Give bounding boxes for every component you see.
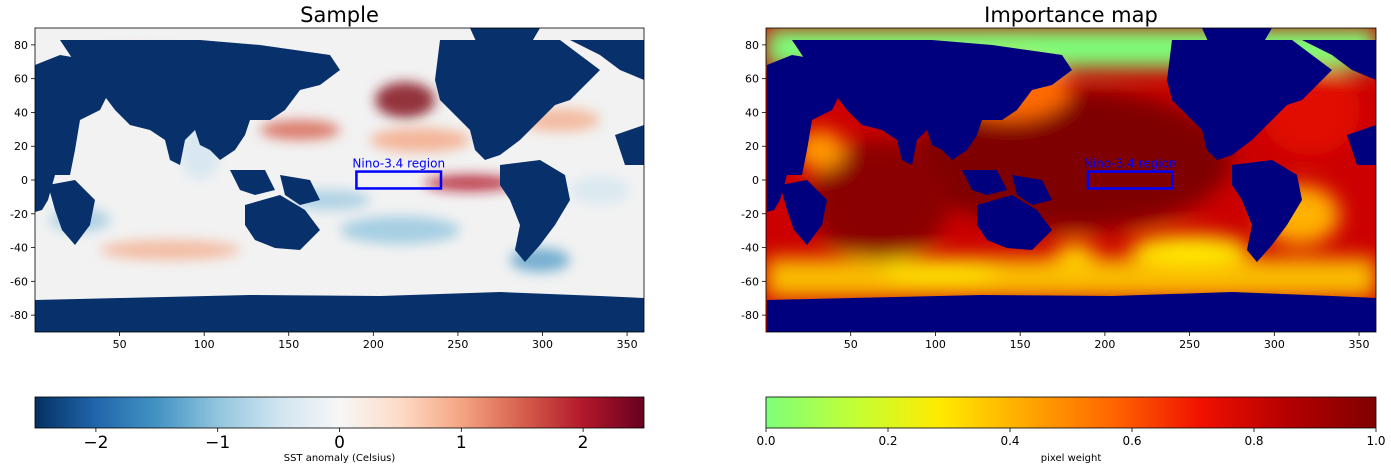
- importance-map: [766, 28, 1376, 332]
- sample-x-tick-label: 50: [113, 338, 127, 351]
- sample-nino-label: Nino-3.4 region: [352, 157, 445, 171]
- sample-colorbar-gradient: [34, 396, 645, 429]
- importance-y-tick-label: 80: [745, 39, 759, 52]
- importance-x-tick-label: 150: [1010, 338, 1031, 351]
- sample-x-ticks: 50 100 150 200 250 300 350: [113, 332, 638, 351]
- sample-colorbar-tick-label: 1: [456, 433, 467, 453]
- sample-colorbar-tick-label: 2: [578, 433, 589, 453]
- importance-title: Importance map: [984, 3, 1158, 27]
- importance-colorbar-tick-label: 0.2: [878, 434, 897, 448]
- importance-y-ticks: 80 60 40 20 0 -20 -40 -60 -80: [741, 39, 766, 322]
- sample-x-tick-label: 200: [363, 338, 384, 351]
- importance-nino-box: [1086, 170, 1174, 190]
- importance-colorbar-label: pixel weight: [1041, 453, 1102, 464]
- sample-y-tick-label: 60: [14, 73, 28, 86]
- importance-panel: Importance map 50 100 150 200 250 300 350: [741, 3, 1377, 351]
- sample-panel: Sample 50 10: [10, 3, 645, 351]
- sample-y-tick-label: 40: [14, 106, 28, 119]
- importance-x-tick-label: 200: [1094, 338, 1115, 351]
- sample-map: [35, 28, 644, 332]
- importance-colorbar-tick-label: 0.0: [756, 434, 775, 448]
- sample-x-tick-label: 350: [617, 338, 638, 351]
- sample-x-tick-label: 250: [447, 338, 468, 351]
- importance-x-tick-label: 100: [925, 338, 946, 351]
- importance-y-tick-label: -40: [741, 242, 759, 255]
- importance-y-tick-label: 20: [745, 140, 759, 153]
- importance-y-tick-label: 60: [745, 73, 759, 86]
- sample-x-tick-label: 100: [194, 338, 215, 351]
- sample-y-tick-label: -80: [10, 309, 28, 322]
- sample-y-ticks: 80 60 40 20 0 -20 -40 -60 -80: [10, 39, 35, 322]
- importance-x-tick-label: 250: [1179, 338, 1200, 351]
- importance-x-tick-label: 50: [844, 338, 858, 351]
- importance-colorbar-tick-label: 0.6: [1122, 434, 1141, 448]
- importance-y-tick-label: -80: [741, 309, 759, 322]
- importance-nino-label: Nino-3.4 region: [1084, 157, 1177, 171]
- sample-colorbar-tick-label: −2: [83, 433, 108, 453]
- importance-y-tick-label: 40: [745, 106, 759, 119]
- sample-colorbar-tick-label: 0: [334, 433, 345, 453]
- sample-colorbar-tick-label: −1: [205, 433, 230, 453]
- importance-colorbar-tick-label: 0.8: [1244, 434, 1263, 448]
- sample-colorbar-ticks: −2 −1 0 1 2: [83, 428, 589, 453]
- importance-y-tick-label: -20: [741, 208, 759, 221]
- importance-colorbar-tick-label: 0.4: [1000, 434, 1019, 448]
- sample-y-tick-label: -60: [10, 275, 28, 288]
- sample-colorbar-label: SST anomaly (Celsius): [284, 453, 396, 464]
- sample-y-tick-label: -20: [10, 208, 28, 221]
- importance-colorbar-tick-label: 1.0: [1366, 434, 1385, 448]
- sample-colorbar: −2 −1 0 1 2 SST anomaly (Celsius): [34, 396, 645, 464]
- importance-colorbar: 0.0 0.2 0.4 0.6 0.8 1.0 pixel weight: [756, 396, 1386, 464]
- sample-y-tick-label: -40: [10, 242, 28, 255]
- sample-nino-box: [355, 170, 443, 190]
- sample-y-tick-label: 0: [21, 174, 28, 187]
- sample-title: Sample: [300, 3, 379, 27]
- sample-y-tick-label: 20: [14, 140, 28, 153]
- importance-x-ticks: 50 100 150 200 250 300 350: [844, 332, 1370, 351]
- importance-x-tick-label: 350: [1349, 338, 1370, 351]
- sample-x-tick-label: 150: [278, 338, 299, 351]
- importance-x-tick-label: 300: [1264, 338, 1285, 351]
- importance-y-tick-label: 0: [752, 174, 759, 187]
- sample-x-tick-label: 300: [532, 338, 553, 351]
- importance-y-tick-label: -60: [741, 275, 759, 288]
- importance-colorbar-gradient: [765, 396, 1377, 429]
- sample-y-tick-label: 80: [14, 39, 28, 52]
- importance-colorbar-ticks: 0.0 0.2 0.4 0.6 0.8 1.0: [756, 428, 1386, 448]
